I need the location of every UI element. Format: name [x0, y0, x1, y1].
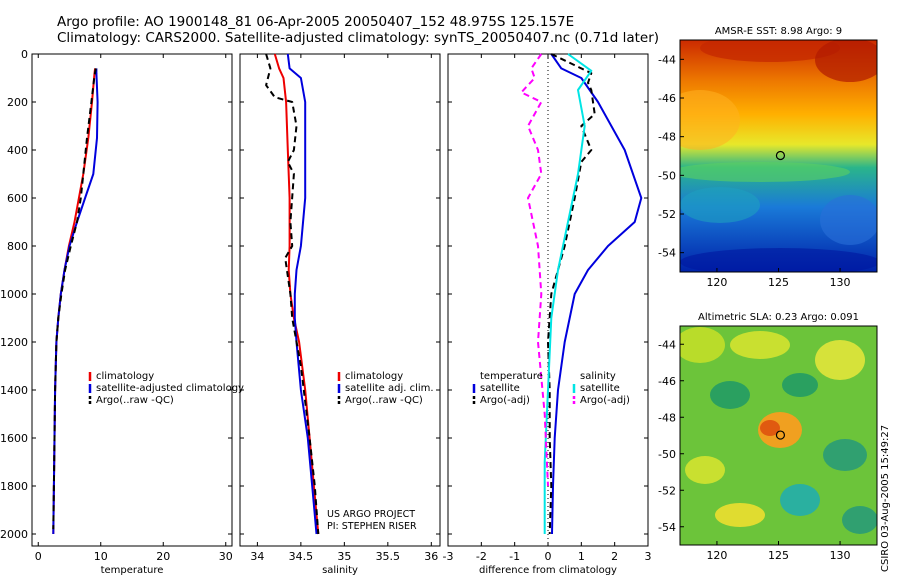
- y-tick-label: 800: [7, 240, 28, 253]
- legend-diff-temp-label: Argo(-adj): [480, 395, 530, 406]
- map-x-tick-label: 125: [768, 276, 789, 289]
- y-tick-label: 1600: [0, 432, 28, 445]
- map-x-tick-label: 130: [830, 549, 851, 562]
- x-tick-label: 3: [645, 550, 652, 563]
- legend-salinity-label: climatology: [345, 371, 403, 382]
- x-tick-label: 34: [250, 550, 264, 563]
- argo-location-marker: [775, 430, 786, 440]
- map-y-tick-label: -46: [658, 375, 676, 388]
- argo-location-marker: [775, 150, 786, 161]
- map-y-tick-label: -48: [658, 411, 676, 424]
- x-tick-label: -2: [476, 550, 487, 563]
- figure-title-line1: Argo profile: AO 1900148_81 06-Apr-2005 …: [57, 14, 575, 30]
- figure-title-line2: Climatology: CARS2000. Satellite-adjuste…: [57, 30, 660, 46]
- y-tick-label: 1000: [0, 288, 28, 301]
- x-axis-label: difference from climatology: [479, 565, 617, 576]
- legend-temperature-label: satellite-adjusted climatology: [96, 383, 244, 394]
- x-axis-label: temperature: [101, 565, 164, 576]
- y-tick-label: 2000: [0, 528, 28, 541]
- map-x-tick-label: 120: [706, 276, 727, 289]
- sst-map: [679, 39, 878, 273]
- legend-diff-temp-label: satellite: [480, 383, 520, 394]
- x-tick-label: 35: [337, 550, 351, 563]
- series-line: [547, 53, 596, 535]
- x-axis-label: salinity: [322, 565, 358, 576]
- x-tick-label: 34.5: [289, 550, 314, 563]
- x-tick-label: -3: [443, 550, 454, 563]
- legend-temperature-label: climatology: [96, 371, 154, 382]
- series-line: [550, 53, 643, 535]
- profile-panel-2: 34 34.5 35 35.5 36 salinity: [239, 53, 441, 576]
- y-tick-label: 1400: [0, 384, 28, 397]
- map-y-tick-label: -46: [658, 92, 676, 105]
- y-tick-label: 600: [7, 192, 28, 205]
- map-title: Altimetric SLA: 0.23 Argo: 0.091: [698, 312, 859, 323]
- legend-salinity-label: satellite adj. clim.: [345, 383, 434, 394]
- map-title: AMSR-E SST: 8.98 Argo: 9: [715, 26, 842, 37]
- series-line: [520, 53, 549, 487]
- x-tick-label: 30: [219, 550, 233, 563]
- legend-diff-temp-label: temperature: [480, 371, 543, 382]
- map-x-tick-label: 130: [830, 276, 851, 289]
- credit-project: US ARGO PROJECT: [327, 509, 416, 520]
- x-tick-label: 36: [424, 550, 438, 563]
- map-y-tick-label: -50: [658, 169, 676, 182]
- y-tick-label: 0: [21, 48, 28, 61]
- y-tick-label: 200: [7, 96, 28, 109]
- x-tick-label: 0: [35, 550, 42, 563]
- x-tick-label: 20: [156, 550, 170, 563]
- series-line: [286, 53, 318, 535]
- x-tick-label: -1: [509, 550, 520, 563]
- legend-temperature-label: Argo(..raw -QC): [96, 395, 174, 406]
- profile-panel-1: 0 10 20 30 temperature 0 200 400 600 800 1000 1200 1…: [0, 48, 233, 576]
- map-y-tick-label: -50: [658, 448, 676, 461]
- profile-panel-3: -3 -2 -1 0 1 2 3 difference from climatology: [443, 53, 652, 576]
- x-tick-label: 35.5: [376, 550, 401, 563]
- legend-diff-sal-label: Argo(-adj): [580, 395, 630, 406]
- y-tick-label: 1200: [0, 336, 28, 349]
- map-y-tick-label: -44: [658, 338, 676, 351]
- y-tick-label: 400: [7, 144, 28, 157]
- map-y-tick-label: -52: [658, 208, 676, 221]
- series-line: [265, 53, 320, 535]
- credit-pi: PI: STEPHEN RISER: [327, 521, 417, 532]
- x-tick-label: 10: [94, 550, 108, 563]
- sla-map: [679, 325, 878, 546]
- series-line: [543, 53, 593, 534]
- map-y-tick-label: -54: [658, 521, 676, 534]
- legend-diff-sal-label: satellite: [580, 383, 620, 394]
- plot-frame: [31, 53, 233, 547]
- map-axes-2: Altimetric SLA: 0.23 Argo: 0.091 120 125 13…: [658, 312, 859, 562]
- x-tick-label: 0: [545, 550, 552, 563]
- legend-salinity-label: Argo(..raw -QC): [345, 395, 423, 406]
- map-x-tick-label: 125: [768, 549, 789, 562]
- map-y-tick-label: -54: [658, 247, 676, 260]
- map-axes-1: AMSR-E SST: 8.98 Argo: 9 120 125 130 -44 -46 -…: [658, 26, 851, 289]
- map-y-tick-label: -44: [658, 53, 676, 66]
- map-y-tick-label: -48: [658, 131, 676, 144]
- legend-diff-sal-label: salinity: [580, 371, 616, 382]
- y-tick-label: 1800: [0, 480, 28, 493]
- x-tick-label: 1: [578, 550, 585, 563]
- x-tick-label: 2: [611, 550, 618, 563]
- map-x-tick-label: 120: [706, 549, 727, 562]
- plot-frame: [239, 53, 441, 547]
- side-credit: CSIRO 03-Aug-2005 15:49:27: [880, 424, 891, 572]
- map-y-tick-label: -52: [658, 484, 676, 497]
- series-line: [52, 68, 97, 530]
